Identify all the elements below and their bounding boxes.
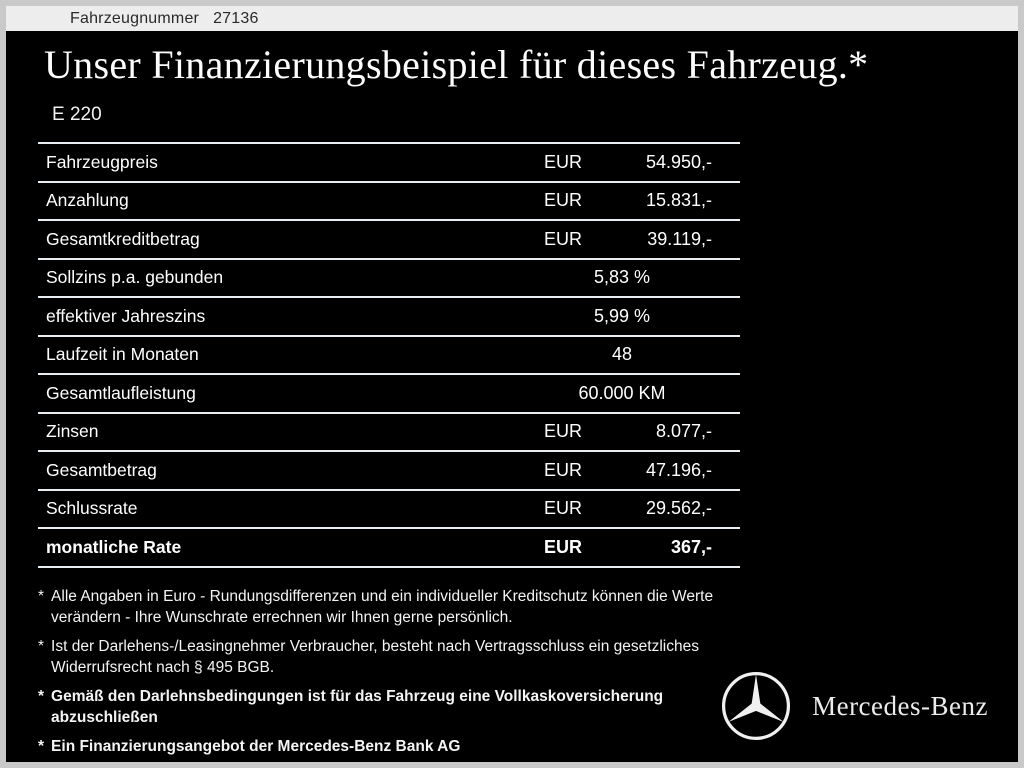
amount: 47.196,- [645,459,712,480]
footnote-text: Alle Angaben in Euro - Rundungsdifferenz… [51,587,714,626]
amount: 60.000 KM [578,382,666,403]
row-value: EUR 15.831,- [544,190,740,211]
footnote: * Ein Finanzierungsangebot der Mercedes-… [38,736,738,757]
table-row: effektiver Jahreszins 5,99 % [38,296,740,335]
footnote-text: Gemäß den Darlehnsbedingungen ist für da… [51,687,664,726]
mercedes-star-icon [722,671,791,741]
table-row: Fahrzeugpreis EUR 54.950,- [38,142,740,181]
amount: 15.831,- [645,190,712,211]
vehicle-number-label: Fahrzeugnummer [70,9,200,27]
table-row: Zinsen EUR 8.077,- [38,411,740,451]
table-row: Schlussrate EUR 29.562,- [38,488,740,528]
footnote-text: Ist der Darlehens-/Leasingnehmer Verbrau… [51,637,699,676]
footnote: * Ist der Darlehens-/Leasingnehmer Verbr… [38,636,738,678]
amount: 29.562,- [645,498,712,519]
table-row: Gesamtlaufleistung 60.000 KM [38,373,740,412]
row-value: 60.000 KM [544,383,740,404]
footnote-marker: * [38,637,45,655]
currency: EUR [544,190,583,211]
row-value: EUR 8.077,- [544,421,740,442]
footnote: * Alle Angaben in Euro - Rundungsdiffere… [38,586,738,628]
amount: 5,83 % [593,267,651,288]
vehicle-number-bar: Fahrzeugnummer 27136 [6,6,1018,31]
row-value: EUR 54.950,- [544,152,740,173]
row-value: 5,99 % [544,306,740,327]
table-row: Anzahlung EUR 15.831,- [38,180,740,220]
row-value: EUR 29.562,- [544,498,740,519]
vehicle-model: E 220 [52,104,102,125]
row-value: EUR 367,- [544,537,740,558]
amount: 54.950,- [645,151,712,172]
footnotes: * Alle Angaben in Euro - Rundungsdiffere… [38,586,738,758]
brand-block: Mercedes-Benz [720,670,988,742]
footnote-text: Ein Finanzierungsangebot der Mercedes-Be… [51,737,461,755]
row-value: 48 [544,344,740,365]
row-label: effektiver Jahreszins [46,305,206,326]
page-title: Unser Finanzierungsbeispiel für dieses F… [44,42,869,87]
row-value: 5,83 % [544,267,740,288]
footnote-marker: * [38,587,45,605]
row-value: EUR 39.119,- [544,229,740,250]
row-label: Zinsen [46,421,99,442]
footnote-marker: * [38,737,45,755]
footnote-marker: * [38,687,45,705]
footnote: * Gemäß den Darlehnsbedingungen ist für … [38,686,738,728]
amount: 5,99 % [593,305,651,326]
row-label: Fahrzeugpreis [46,151,158,172]
amount: 8.077,- [655,421,712,442]
table-row: Sollzins p.a. gebunden 5,83 % [38,257,740,297]
row-label: Schlussrate [46,498,138,519]
row-value: EUR 47.196,- [544,460,740,481]
row-label: Gesamtlaufleistung [46,382,196,403]
vehicle-number-value: 27136 [213,9,259,27]
table-row: Laufzeit in Monaten 48 [38,334,740,374]
currency: EUR [544,228,583,249]
currency: EUR [544,536,583,557]
amount: 367,- [670,536,712,557]
financing-table: Fahrzeugpreis EUR 54.950,- Anzahlung EUR… [38,142,740,568]
row-label: Laufzeit in Monaten [46,344,199,365]
currency: EUR [544,498,583,519]
currency: EUR [544,151,583,172]
currency: EUR [544,459,583,480]
row-label: Gesamtkreditbetrag [46,228,200,249]
row-label: Gesamtbetrag [46,459,157,480]
content-panel: Unser Finanzierungsbeispiel für dieses F… [6,31,1018,762]
row-label: monatliche Rate [46,536,182,557]
amount: 39.119,- [647,228,712,249]
table-row-monthly-rate: monatliche Rate EUR 367,- [38,527,740,568]
row-label: Anzahlung [46,190,129,211]
currency: EUR [544,421,583,442]
brand-name: Mercedes-Benz [812,690,988,721]
row-label: Sollzins p.a. gebunden [46,267,224,288]
amount: 48 [611,344,633,365]
table-row: Gesamtkreditbetrag EUR 39.119,- [38,219,740,258]
table-row: Gesamtbetrag EUR 47.196,- [38,450,740,489]
